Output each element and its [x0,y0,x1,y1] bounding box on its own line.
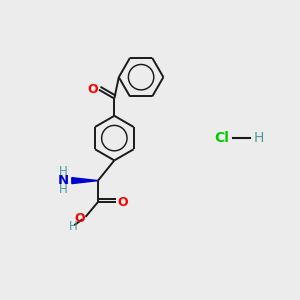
Text: Cl: Cl [214,131,229,145]
Text: H: H [69,220,77,233]
Text: O: O [87,83,98,96]
Text: O: O [117,196,128,208]
Text: O: O [75,212,86,225]
Text: H: H [58,183,67,196]
Text: H: H [253,131,264,145]
Polygon shape [72,178,98,184]
Text: H: H [58,165,67,178]
Text: N: N [58,174,69,187]
